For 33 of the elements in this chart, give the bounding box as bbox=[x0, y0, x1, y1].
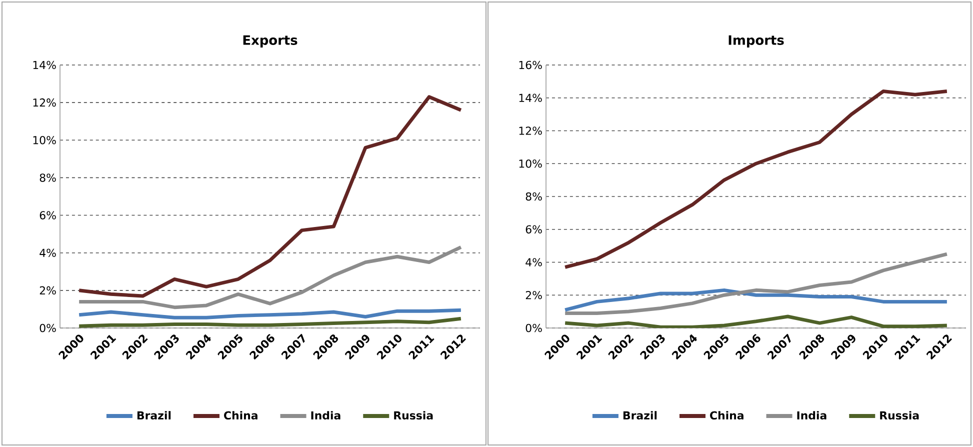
line-series bbox=[77, 316, 463, 328]
y-tick-label: 14% bbox=[33, 60, 56, 70]
y-tick-label: 4% bbox=[526, 258, 542, 266]
line-series bbox=[563, 252, 949, 315]
line-series bbox=[563, 314, 949, 328]
chart-title: Exports bbox=[243, 35, 298, 48]
legend-label: India bbox=[797, 411, 826, 420]
y-tick-label: 6% bbox=[40, 211, 56, 220]
chart-title: Imports bbox=[728, 35, 784, 48]
legend-label: Brazil bbox=[623, 411, 657, 420]
y-tick-label: 8% bbox=[526, 192, 542, 201]
y-tick-label: 2% bbox=[526, 290, 542, 300]
y-tick-label: 16% bbox=[519, 60, 542, 70]
y-tick-label: 0% bbox=[526, 324, 542, 332]
legend-label: India bbox=[311, 411, 340, 420]
legend-label: China bbox=[710, 411, 744, 420]
y-tick-label: 14% bbox=[519, 94, 542, 102]
y-tick-label: 10% bbox=[519, 159, 542, 168]
y-tick-label: 10% bbox=[33, 136, 56, 144]
y-tick-label: 6% bbox=[526, 225, 542, 234]
y-tick-label: 12% bbox=[33, 98, 56, 107]
legend-label: Russia bbox=[880, 411, 919, 420]
y-tick-label: 4% bbox=[40, 248, 56, 257]
legend-label: Russia bbox=[394, 411, 433, 420]
legend-label: China bbox=[224, 411, 258, 420]
line-series bbox=[77, 308, 463, 320]
legend-label: Brazil bbox=[137, 411, 171, 420]
line-series bbox=[563, 90, 949, 269]
y-tick-label: 12% bbox=[519, 126, 542, 135]
y-tick-label: 2% bbox=[40, 286, 56, 295]
y-tick-label: 0% bbox=[40, 324, 56, 332]
y-tick-label: 8% bbox=[40, 174, 56, 182]
line-series bbox=[77, 95, 463, 298]
